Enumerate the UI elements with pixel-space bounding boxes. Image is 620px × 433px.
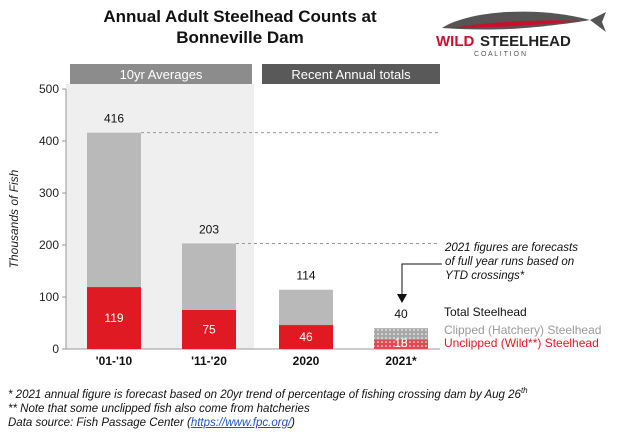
- forecast-annotation-arrow-line: [401, 263, 442, 296]
- legend-clipped: Clipped (Hatchery) Steelhead: [444, 323, 601, 337]
- footnote-source-suffix: ): [291, 416, 296, 429]
- footnote-forecast: * 2021 annual figure is forecast based o…: [8, 384, 618, 402]
- x-tick-label: 2021*: [385, 354, 417, 368]
- total-value-label: 203: [199, 222, 219, 236]
- chart-title: Annual Adult Steelhead Counts at Bonnevi…: [80, 6, 400, 48]
- x-tick-label: '01-'10: [96, 354, 133, 368]
- y-tick-label: 300: [39, 186, 59, 200]
- bar-wild-1: [182, 310, 236, 349]
- data-source-link[interactable]: https://www.fpc.org/: [190, 416, 292, 429]
- bar-wild-3: [374, 339, 428, 349]
- y-tick-label: 400: [39, 134, 59, 148]
- total-value-label: 416: [104, 112, 124, 126]
- y-tick-label: 200: [39, 238, 59, 252]
- bar-wild-0: [87, 287, 141, 349]
- bar-wild-2: [279, 325, 333, 349]
- logo-coalition-text: C O A L I T I O N: [474, 51, 526, 58]
- wild-value-label: 46: [299, 330, 313, 344]
- legend-total: Total Steelhead: [444, 305, 527, 319]
- total-value-label: 114: [296, 269, 315, 283]
- header-bar-averages: [70, 64, 252, 84]
- fish-logo-icon: [442, 11, 606, 32]
- forecast-annotation-line: YTD crossings*: [445, 270, 525, 282]
- y-tick-label: 100: [39, 290, 59, 304]
- wild-value-label: 75: [202, 323, 216, 337]
- footnote-hatchery: ** Note that some unclipped fish also co…: [8, 402, 310, 415]
- forecast-annotation-line: of full year runs based on: [445, 256, 574, 268]
- forecast-annotation-line: 2021 figures are forecasts: [444, 242, 578, 254]
- y-axis-label: Thousands of Fish: [7, 169, 21, 268]
- footnote-source: Data source: Fish Passage Center (https:…: [8, 416, 618, 430]
- logo-wild-text: WILD: [436, 33, 474, 50]
- x-tick-label: 2020: [293, 354, 320, 368]
- y-tick-label: 500: [39, 82, 59, 96]
- header-label-recent: Recent Annual totals: [291, 67, 411, 82]
- steelhead-bar-chart: 10yr Averages Recent Annual totals 0 100 200…: [7, 64, 601, 368]
- wild-value-label: 119: [104, 311, 123, 325]
- y-tick-label: 0: [52, 342, 59, 356]
- total-value-label: 40: [394, 307, 408, 321]
- header-bar-recent: [262, 64, 440, 84]
- footnote-forecast-sup: th: [520, 386, 528, 395]
- legend-unclipped: Unclipped (Wild**) Steelhead: [444, 336, 599, 350]
- header-label-averages: 10yr Averages: [120, 67, 203, 82]
- wild-value-label: 18: [394, 336, 408, 350]
- footnotes: * 2021 annual figure is forecast based o…: [8, 384, 618, 430]
- x-tick-label: '11-'20: [191, 354, 227, 368]
- chart-title-line-2: Bonneville Dam: [176, 28, 304, 47]
- footnote-source-prefix: Data source: Fish Passage Center (: [8, 416, 191, 429]
- logo-steelhead-text: STEELHEAD: [480, 33, 571, 50]
- forecast-annotation-arrowhead: [397, 294, 407, 303]
- footnote-forecast-text: * 2021 annual figure is forecast based o…: [8, 388, 521, 401]
- chart-title-line-1: Annual Adult Steelhead Counts at: [103, 7, 377, 26]
- wild-steelhead-coalition-logo: WILD STEELHEAD C O A L I T I O N: [436, 11, 606, 58]
